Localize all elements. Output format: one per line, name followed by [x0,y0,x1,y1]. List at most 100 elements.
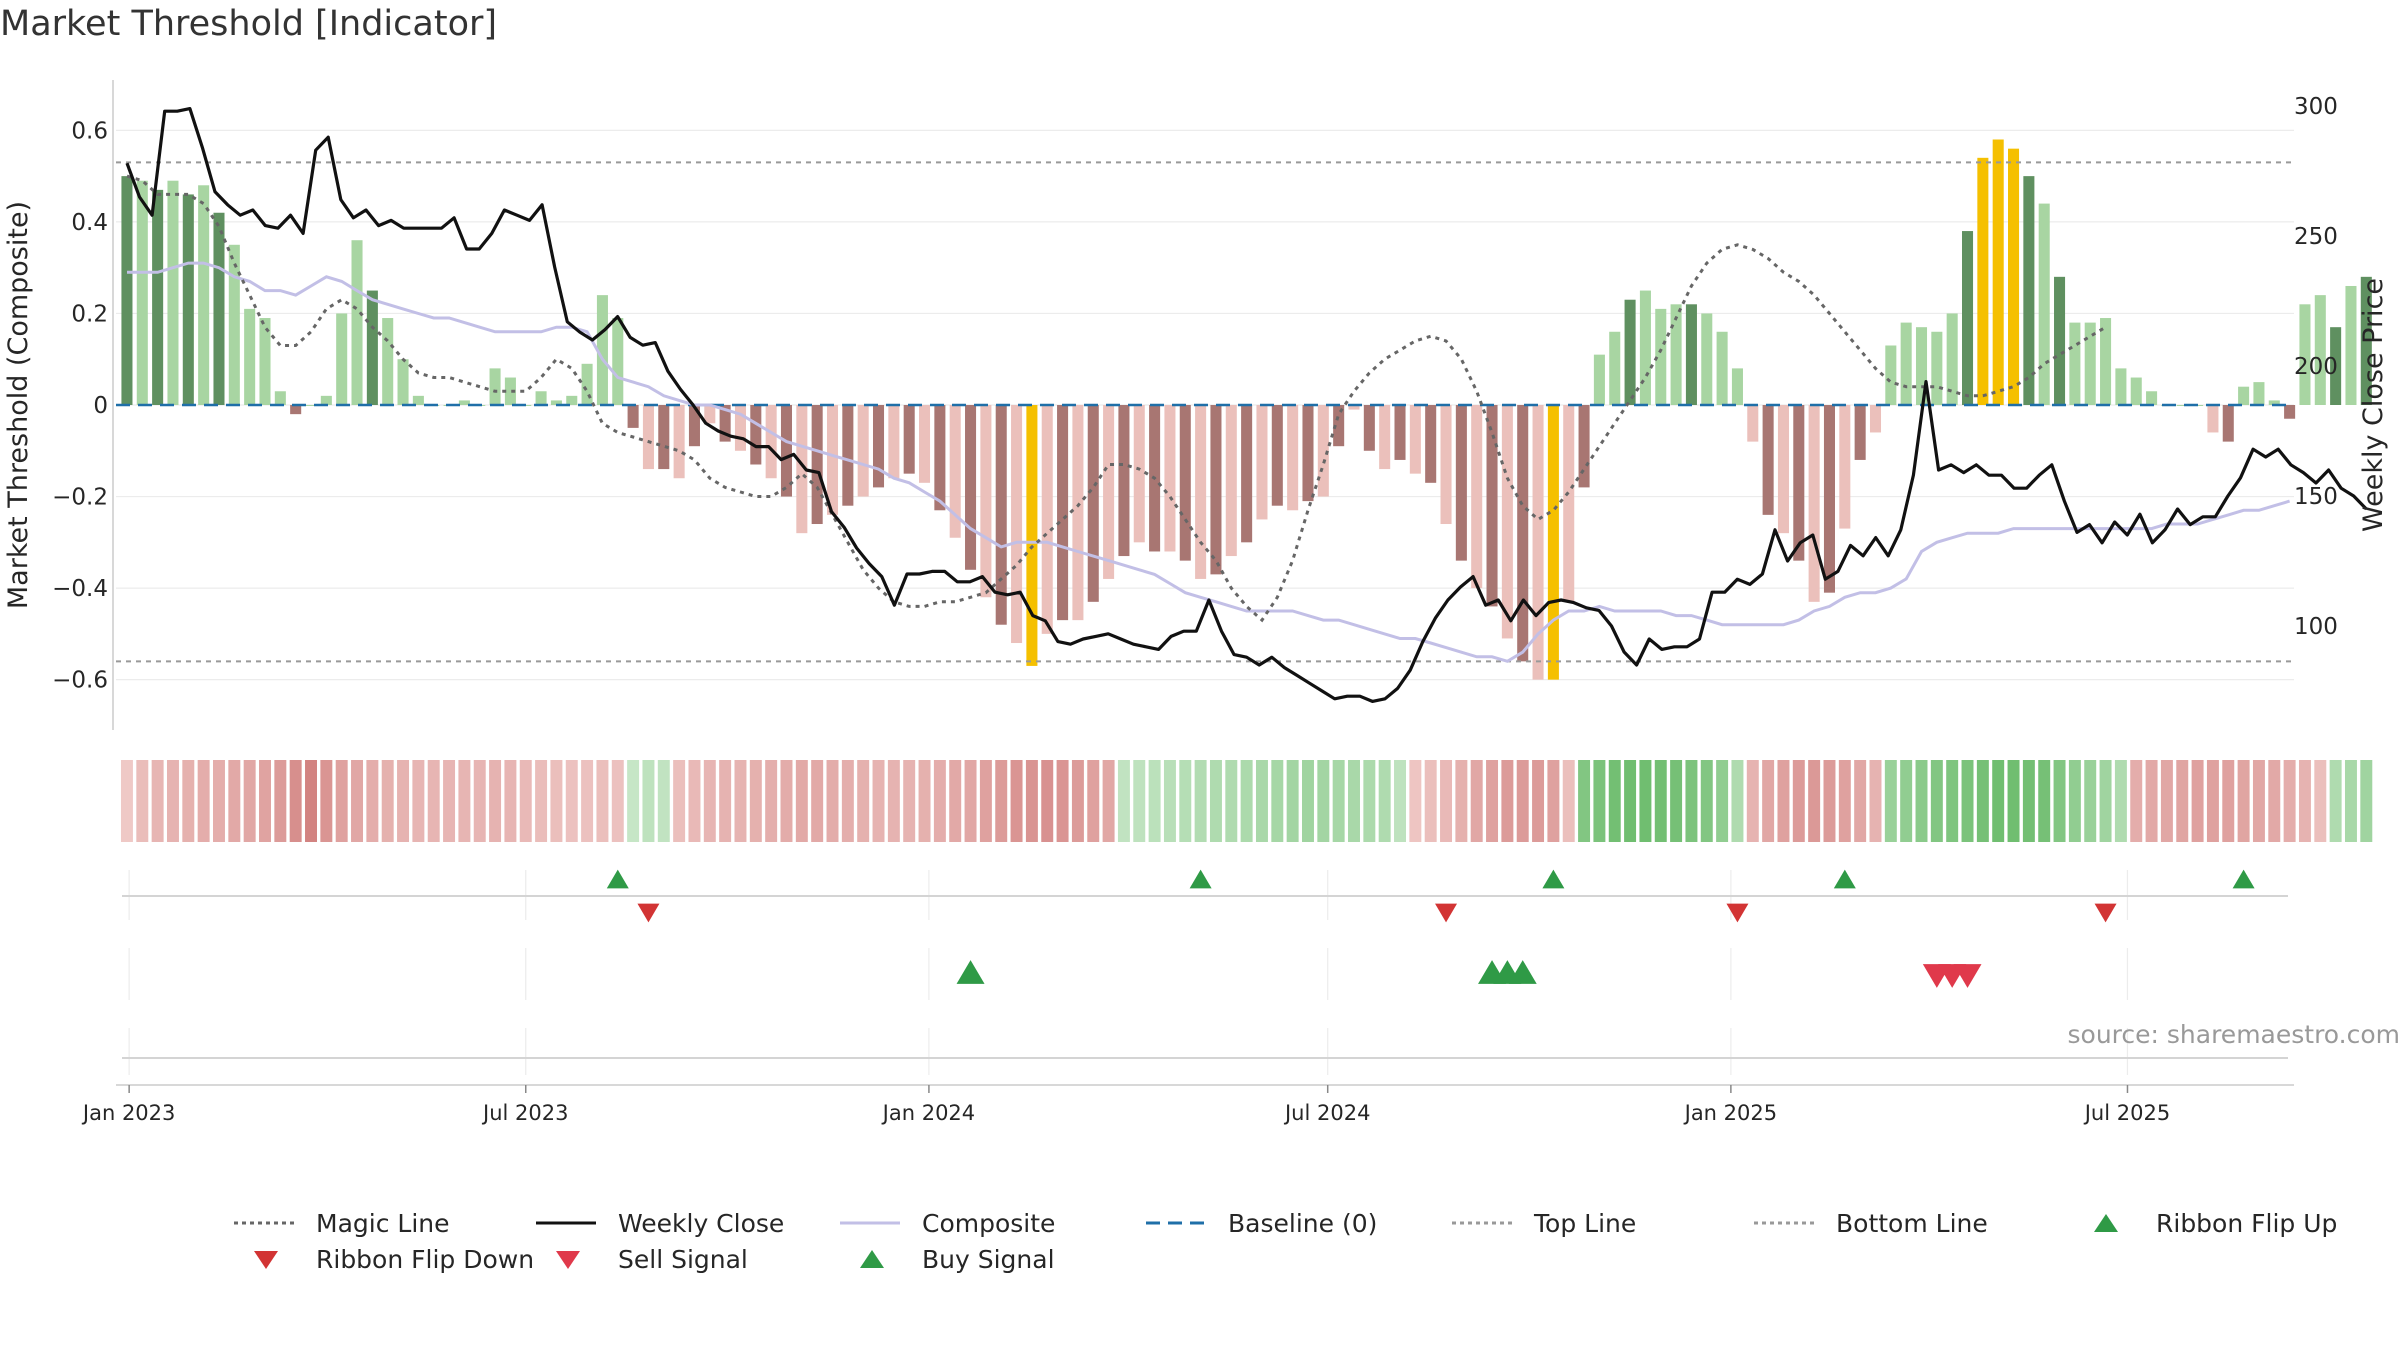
signal-layer [122,869,2288,1059]
ribbon-cell [182,760,195,842]
composite-bar [811,405,823,525]
composite-bar [1854,405,1866,460]
ribbon-cell [765,760,778,842]
ribbon-cell [887,760,900,842]
legend-label: Top Line [1534,1208,1637,1238]
ribbon-cell [1670,760,1683,842]
ribbon-cell [611,760,624,842]
ribbon-cell [1240,760,1253,842]
ribbon-cell [1317,760,1330,842]
composite-bar [1302,405,1314,502]
composite-bar [796,405,808,534]
ribbon-cell [458,760,471,842]
composite-bar [550,400,562,405]
composite-bar [2268,400,2280,405]
composite-bar [1639,290,1651,405]
ribbon-cell [1117,760,1130,842]
composite-bar [2314,295,2326,405]
ribbon-cell [2237,760,2250,842]
legend-item: Magic Line [230,1208,450,1238]
composite-bar [1655,308,1667,405]
legend-swatch [230,1208,302,1238]
composite-bar [750,405,762,465]
ribbon-cell [1854,760,1867,842]
composite-bar [1440,405,1452,525]
composite-bar [1685,304,1697,405]
composite-bar [1133,405,1145,543]
ribbon-cell [1608,760,1621,842]
ribbon-cell [1025,760,1038,842]
composite-bar [642,405,654,470]
ribbon-cell [535,760,548,842]
ribbon-cell [734,760,747,842]
composite-bar [1624,299,1636,405]
y2-tick-label: 150 [2294,484,2338,510]
ribbon-cell [1516,760,1529,842]
composite-bar [2176,405,2188,406]
x-tick-label: Jul 2023 [481,1101,568,1125]
composite-bar [228,244,240,405]
composite-bar [1164,405,1176,552]
ribbon-cell [1041,760,1054,842]
ribbon-cell [1378,760,1391,842]
composite-bar [2284,405,2296,419]
ribbon-cell [2145,760,2158,842]
composite-bar [1931,331,1943,405]
composite-bar [1563,405,1575,602]
composite-bar [1271,405,1283,506]
buy-signal-marker [1508,960,1537,984]
y2-tick-label: 300 [2294,94,2338,120]
composite-bar [1195,405,1207,579]
composite-bar [2253,382,2265,405]
ribbon-cell [1823,760,1836,842]
ribbon-cell [795,760,808,842]
ribbon-cell [2130,760,2143,842]
ribbon-cell [1884,760,1897,842]
ribbon-cell [305,760,317,842]
composite-bar [412,395,424,405]
legend-label: Buy Signal [922,1244,1055,1274]
composite-bar [765,405,777,479]
legend-item: Weekly Close [532,1208,784,1238]
legend-swatch [1142,1208,1214,1238]
legend-swatch [836,1208,908,1238]
composite-bar [1578,405,1590,488]
ribbon-cell [427,760,440,842]
ribbon-cell [1562,760,1575,842]
composite-bar [1471,405,1483,589]
composite-bar [1241,405,1253,543]
composite-bar [504,377,516,405]
ribbon-cell [2222,760,2235,842]
ribbon-cell [1762,760,1775,842]
composite-bar [535,391,547,405]
ribbon-cell [1010,760,1023,842]
ribbon-cell [443,760,456,842]
ribbon-cell [2206,760,2219,842]
ribbon-cell [1286,760,1299,842]
composite-bar [2299,304,2311,405]
composite-bar [1210,405,1222,575]
composite-bar [152,189,164,405]
ribbon-cell [2007,760,2020,842]
y-axis-label: Market Threshold (Composite) [3,201,34,609]
ribbon-cell [1639,760,1652,842]
ribbon-cell [120,760,133,842]
x-tick-label: Jan 2025 [1683,1101,1778,1125]
composite-bar [2238,386,2250,405]
ribbon-cell [136,760,149,842]
ribbon-cell [213,760,225,842]
ribbon-cell [1225,760,1238,842]
ribbon-cell [857,760,870,842]
composite-bar [2330,327,2342,405]
ribbon-cell [979,760,992,842]
composite-bar [2038,203,2050,405]
ribbon-cell [872,760,885,842]
composite-bar [336,313,348,405]
ribbon-cell [2283,760,2296,842]
composite-bar [1915,327,1928,405]
composite-bar [1532,405,1544,680]
ribbon-flip-up-marker [1189,869,1212,889]
composite-bar [1379,405,1391,470]
ribbon-cell [826,760,839,842]
legend-swatch [2070,1208,2142,1238]
